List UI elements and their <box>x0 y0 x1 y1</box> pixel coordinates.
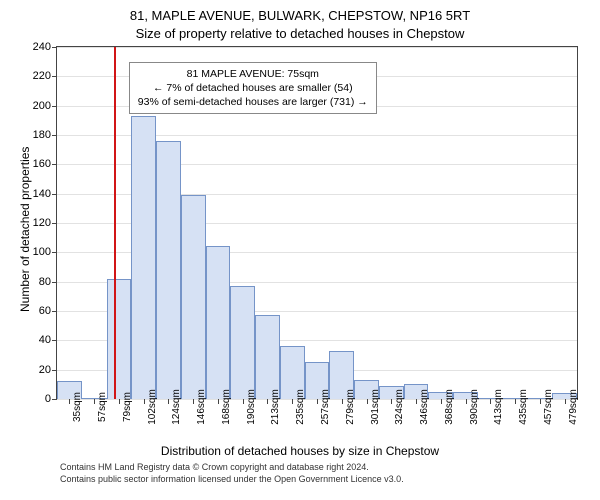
x-tick-mark <box>416 399 417 404</box>
reference-line <box>114 47 116 399</box>
y-tick-mark <box>52 135 57 136</box>
x-tick-label: 235sqm <box>295 389 306 425</box>
x-tick-label: 346sqm <box>419 389 430 425</box>
x-tick-mark <box>144 399 145 404</box>
x-tick-mark <box>466 399 467 404</box>
y-tick-label: 20 <box>39 364 51 376</box>
x-tick-mark <box>119 399 120 404</box>
x-tick-label: 368sqm <box>444 389 455 425</box>
x-tick-mark <box>490 399 491 404</box>
x-tick-label: 457sqm <box>543 389 554 425</box>
x-tick-label: 102sqm <box>147 389 158 425</box>
x-tick-mark <box>342 399 343 404</box>
y-tick-label: 240 <box>33 41 51 53</box>
annotation-box: 81 MAPLE AVENUE: 75sqm ← 7% of detached … <box>129 62 377 115</box>
histogram-bar <box>131 116 156 399</box>
histogram-bar <box>107 279 132 399</box>
x-axis-label: Distribution of detached houses by size … <box>0 444 600 458</box>
histogram-bar <box>255 315 280 399</box>
annotation-line3: 93% of semi-detached houses are larger (… <box>138 95 368 109</box>
x-tick-label: 190sqm <box>246 389 257 425</box>
x-tick-label: 57sqm <box>97 392 108 422</box>
title-subtitle: Size of property relative to detached ho… <box>0 26 600 41</box>
histogram-bar <box>206 246 231 399</box>
x-tick-mark <box>441 399 442 404</box>
x-tick-label: 168sqm <box>221 389 232 425</box>
x-tick-label: 213sqm <box>270 389 281 425</box>
title-address: 81, MAPLE AVENUE, BULWARK, CHEPSTOW, NP1… <box>0 8 600 23</box>
y-tick-label: 200 <box>33 100 51 112</box>
x-tick-label: 279sqm <box>345 389 356 425</box>
y-tick-mark <box>52 76 57 77</box>
y-tick-label: 40 <box>39 334 51 346</box>
y-tick-mark <box>52 282 57 283</box>
x-tick-label: 413sqm <box>493 389 504 425</box>
y-tick-mark <box>52 399 57 400</box>
annotation-line2: ← 7% of detached houses are smaller (54) <box>138 81 368 95</box>
y-tick-label: 0 <box>45 393 51 405</box>
x-tick-label: 324sqm <box>394 389 405 425</box>
histogram-bar <box>181 195 206 399</box>
y-tick-label: 60 <box>39 305 51 317</box>
y-tick-mark <box>52 106 57 107</box>
credits-text: Contains HM Land Registry data © Crown c… <box>60 462 404 485</box>
histogram-bar <box>156 141 181 399</box>
x-tick-mark <box>317 399 318 404</box>
x-tick-mark <box>267 399 268 404</box>
histogram-bar <box>230 286 255 399</box>
plot-area: 020406080100120140160180200220240 35sqm5… <box>56 46 578 400</box>
x-tick-mark <box>565 399 566 404</box>
x-tick-mark <box>515 399 516 404</box>
x-tick-mark <box>292 399 293 404</box>
annotation-line1: 81 MAPLE AVENUE: 75sqm <box>138 67 368 81</box>
x-tick-mark <box>391 399 392 404</box>
y-tick-mark <box>52 370 57 371</box>
x-tick-mark <box>193 399 194 404</box>
y-tick-mark <box>52 47 57 48</box>
y-tick-mark <box>52 223 57 224</box>
y-tick-mark <box>52 340 57 341</box>
x-tick-mark <box>94 399 95 404</box>
y-tick-mark <box>52 252 57 253</box>
x-tick-mark <box>540 399 541 404</box>
x-tick-label: 124sqm <box>171 389 182 425</box>
y-tick-label: 180 <box>33 129 51 141</box>
x-tick-mark <box>69 399 70 404</box>
y-tick-mark <box>52 164 57 165</box>
y-tick-label: 80 <box>39 276 51 288</box>
y-axis-label: Number of detached properties <box>18 147 32 312</box>
chart-container: 81, MAPLE AVENUE, BULWARK, CHEPSTOW, NP1… <box>0 0 600 500</box>
x-tick-mark <box>218 399 219 404</box>
y-tick-label: 100 <box>33 246 51 258</box>
y-tick-label: 160 <box>33 158 51 170</box>
x-tick-mark <box>367 399 368 404</box>
y-tick-label: 220 <box>33 70 51 82</box>
y-tick-mark <box>52 311 57 312</box>
x-tick-label: 390sqm <box>469 389 480 425</box>
x-tick-label: 146sqm <box>196 389 207 425</box>
x-tick-label: 257sqm <box>320 389 331 425</box>
grid-line <box>57 47 577 48</box>
x-tick-label: 301sqm <box>370 389 381 425</box>
y-tick-label: 140 <box>33 188 51 200</box>
x-tick-label: 79sqm <box>122 392 133 422</box>
credits-line1: Contains HM Land Registry data © Crown c… <box>60 462 404 474</box>
y-tick-mark <box>52 194 57 195</box>
x-tick-mark <box>243 399 244 404</box>
x-tick-label: 479sqm <box>568 389 579 425</box>
credits-line2: Contains public sector information licen… <box>60 474 404 486</box>
x-tick-label: 435sqm <box>518 389 529 425</box>
x-tick-label: 35sqm <box>72 392 83 422</box>
x-tick-mark <box>168 399 169 404</box>
y-tick-label: 120 <box>33 217 51 229</box>
